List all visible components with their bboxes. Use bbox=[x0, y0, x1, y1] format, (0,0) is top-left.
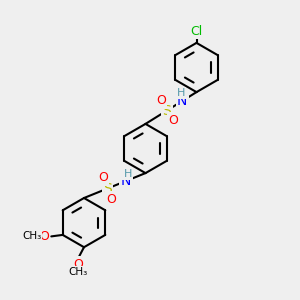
Text: O: O bbox=[107, 193, 117, 206]
Text: O: O bbox=[98, 172, 108, 184]
Text: S: S bbox=[103, 182, 112, 196]
Text: N: N bbox=[121, 174, 131, 188]
Text: CH₃: CH₃ bbox=[22, 231, 41, 242]
Text: N: N bbox=[177, 94, 188, 108]
Text: O: O bbox=[39, 230, 49, 243]
Text: S: S bbox=[163, 103, 171, 118]
Text: H: H bbox=[124, 169, 132, 179]
Text: H: H bbox=[177, 88, 185, 98]
Text: Cl: Cl bbox=[190, 25, 202, 38]
Text: O: O bbox=[168, 114, 178, 127]
Text: O: O bbox=[156, 94, 166, 107]
Text: O: O bbox=[73, 257, 83, 271]
Text: CH₃: CH₃ bbox=[68, 267, 88, 277]
